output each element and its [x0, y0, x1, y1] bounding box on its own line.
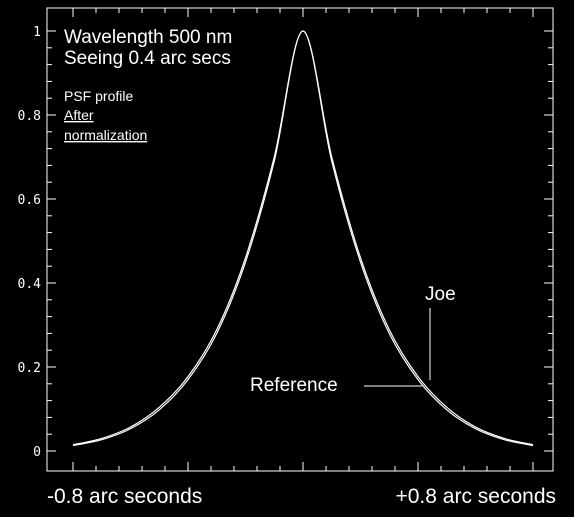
y-tick-label: 1	[33, 25, 41, 40]
label-joe: Joe	[425, 284, 456, 305]
xlabel-right: +0.8 arc seconds	[395, 485, 556, 508]
note-normalization: normalization	[64, 127, 147, 143]
y-tick-label: 0.8	[18, 109, 41, 124]
y-tick-label: 0.2	[18, 361, 41, 376]
y-tick-labels: 0 0.2 0.4 0.6 0.8 1	[18, 25, 42, 460]
series-line-joe	[72, 30, 534, 446]
y-tick-label: 0.6	[18, 193, 41, 208]
label-reference: Reference	[250, 375, 338, 396]
y-tick-label: 0	[33, 445, 41, 460]
title-wavelength: Wavelength 500 nm	[64, 27, 232, 48]
y-tick-label: 0.4	[18, 277, 42, 292]
xlabel-left: -0.8 arc seconds	[47, 485, 202, 508]
note-after: After	[64, 107, 94, 123]
curves	[72, 30, 534, 447]
note-psf-profile: PSF profile	[64, 88, 133, 104]
title-seeing: Seeing 0.4 arc secs	[64, 48, 231, 69]
plot-frame	[46, 7, 554, 472]
axis-ticks	[47, 8, 553, 471]
